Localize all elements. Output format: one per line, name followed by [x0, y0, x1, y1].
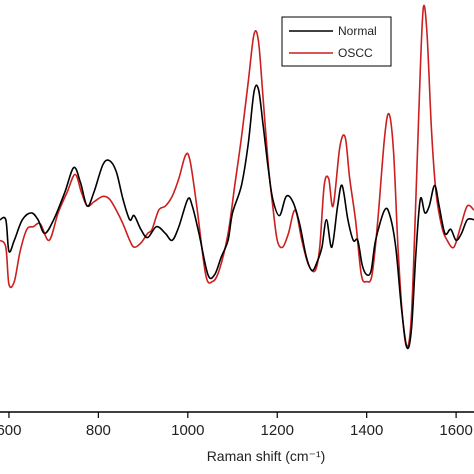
x-tick-label-1000: 1000 — [171, 422, 204, 439]
x-tick-label-1400: 1400 — [350, 422, 383, 439]
legend-label-oscc: OSCC — [338, 46, 373, 60]
x-tick-label-600: 600 — [0, 422, 21, 439]
x-tick-label-800: 800 — [86, 422, 111, 439]
plot-area: 600 800 1000 1200 1400 1600 — [0, 4, 474, 439]
x-axis-title: Raman shift (cm⁻¹) — [207, 448, 326, 464]
legend-box — [281, 16, 392, 67]
legend: Normal OSCC — [281, 16, 392, 67]
series-line-normal — [0, 84, 474, 350]
x-tick-label-1200: 1200 — [261, 422, 294, 439]
legend-label-normal: Normal — [338, 24, 377, 38]
series-line-oscc — [0, 4, 474, 349]
series-lines — [0, 4, 474, 350]
x-tick-label-1600: 1600 — [439, 422, 472, 439]
x-axis-ticks: 600 800 1000 1200 1400 1600 — [0, 412, 473, 439]
